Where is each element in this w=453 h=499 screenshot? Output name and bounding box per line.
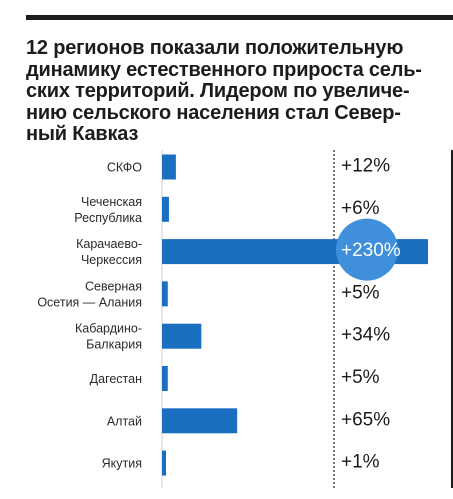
bar-5 <box>162 366 168 391</box>
top-divider <box>26 15 453 20</box>
category-label-5: Дагестан <box>90 372 142 386</box>
category-label-3-line-1: Осетия — Алания <box>37 295 142 309</box>
value-label-7: +1% <box>341 452 380 473</box>
category-label-1-line-1: Республика <box>74 211 142 225</box>
category-label-4-line-0: Кабардино- <box>75 322 142 336</box>
bar-6 <box>162 408 238 434</box>
category-label-0: СКФО <box>107 161 142 175</box>
bar-4 <box>162 323 202 349</box>
bar-1 <box>162 196 169 222</box>
bar-7 <box>162 450 166 476</box>
value-label-6: +65% <box>341 409 390 430</box>
value-label-5: +5% <box>341 367 380 388</box>
category-label-2-line-0: Карачаево- <box>76 237 142 251</box>
category-label-3-line-0: Северная <box>85 279 142 293</box>
value-label-2: +230% <box>341 240 401 261</box>
value-label-4: +34% <box>341 325 390 346</box>
value-label-3: +5% <box>341 282 380 303</box>
category-label-6: Алтай <box>107 414 142 428</box>
bar-3 <box>162 281 168 307</box>
value-label-0: +12% <box>341 156 390 177</box>
category-label-7: Якутия <box>102 457 142 471</box>
category-label-1-line-0: Чеченская <box>81 195 142 209</box>
chart-title: 12 регионов показали положительную динам… <box>26 37 422 145</box>
bar-0 <box>162 154 176 180</box>
highlight-circle <box>336 218 398 281</box>
category-label-4-line-1: Балкария <box>86 338 142 352</box>
value-label-1: +6% <box>341 198 380 219</box>
category-label-2-line-1: Черкессия <box>81 253 142 267</box>
